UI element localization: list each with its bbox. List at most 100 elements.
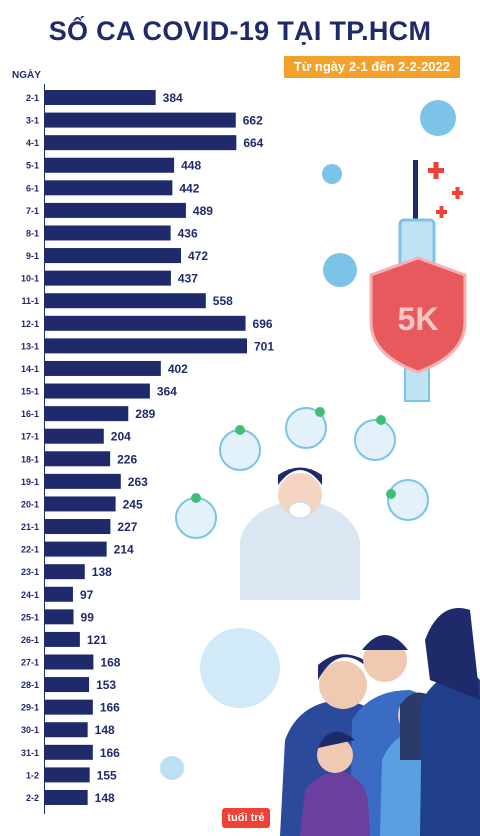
category-tick-label: 2-2 (26, 793, 39, 803)
bar (45, 338, 247, 354)
plus-icon (428, 162, 463, 218)
bar (45, 293, 206, 309)
bar (45, 315, 246, 331)
bar-value-label: 214 (114, 543, 134, 557)
bar (45, 383, 150, 399)
bar (45, 270, 171, 286)
bar (45, 112, 236, 128)
svg-text:5K: 5K (398, 301, 439, 337)
category-tick-label: 2-1 (26, 93, 39, 103)
category-tick-label: 29-1 (21, 703, 39, 713)
bar-value-label: 364 (157, 385, 177, 399)
category-tick-label: 10-1 (21, 274, 39, 284)
bar-value-label: 148 (95, 723, 115, 737)
bar (45, 519, 111, 535)
page-title: SỐ CA COVID-19 TẠI TP.HCM (48, 16, 432, 46)
bar (45, 722, 88, 738)
bar-value-label: 384 (163, 91, 183, 105)
category-tick-label: 15-1 (21, 387, 39, 397)
bar-value-label: 402 (168, 362, 188, 376)
category-tick-label: 6-1 (26, 183, 39, 193)
bar-value-label: 448 (181, 159, 201, 173)
check-icon (191, 407, 396, 503)
category-tick-label: 26-1 (21, 635, 39, 645)
bar-value-label: 263 (128, 475, 148, 489)
category-tick-label: 9-1 (26, 251, 39, 261)
bar-value-label: 437 (178, 272, 198, 286)
bar-value-label: 99 (81, 610, 95, 624)
category-tick-label: 20-1 (21, 499, 39, 509)
bar (45, 541, 107, 557)
category-tick-label: 24-1 (21, 590, 39, 600)
shield-5k-icon: 5K (369, 256, 467, 374)
bar (45, 202, 186, 218)
bar-value-label: 138 (92, 565, 112, 579)
doctor-figure (240, 467, 360, 600)
bar (45, 360, 161, 376)
bar-value-label: 664 (243, 136, 263, 150)
bar-value-label: 696 (253, 317, 273, 331)
category-tick-label: 30-1 (21, 725, 39, 735)
bar-value-label: 121 (87, 633, 107, 647)
bar (45, 699, 93, 715)
bar-value-label: 204 (111, 430, 131, 444)
category-tick-label: 21-1 (21, 522, 39, 532)
bar-value-label: 701 (254, 339, 274, 353)
bar (45, 789, 88, 805)
category-tick-label: 16-1 (21, 409, 39, 419)
category-tick-label: 5-1 (26, 161, 39, 171)
bar (45, 496, 116, 512)
bar (45, 586, 73, 602)
bar (45, 428, 104, 444)
category-tick-label: 22-1 (21, 545, 39, 555)
bar-value-label: 472 (188, 249, 208, 263)
category-tick-label: 18-1 (21, 454, 39, 464)
category-tick-label: 7-1 (26, 206, 39, 216)
bar-value-label: 153 (96, 678, 116, 692)
bar (45, 473, 121, 489)
y-axis-label: NGÀY (12, 70, 41, 81)
bar (45, 225, 171, 241)
bar-value-label: 442 (179, 181, 199, 195)
bar (45, 631, 80, 647)
bar-value-label: 662 (243, 114, 263, 128)
bar (45, 180, 173, 196)
bar-value-label: 289 (135, 407, 155, 421)
bar-value-label: 226 (117, 452, 137, 466)
bar-value-label: 97 (80, 588, 94, 602)
virus-icon (160, 100, 456, 780)
category-tick-label: 17-1 (21, 432, 39, 442)
bar-value-label: 166 (100, 746, 120, 760)
bar-value-label: 436 (178, 226, 198, 240)
bar-value-label: 227 (117, 520, 137, 534)
bar (45, 609, 74, 625)
bar (45, 90, 156, 105)
bar-value-label: 168 (100, 656, 120, 670)
bar (45, 767, 90, 783)
bar (45, 157, 175, 173)
category-tick-label: 8-1 (26, 228, 39, 238)
category-tick-label: 12-1 (21, 319, 39, 329)
category-tick-label: 25-1 (21, 612, 39, 622)
prevention-icons (175, 407, 429, 539)
category-tick-label: 1-2 (26, 770, 39, 780)
bar-value-label: 489 (193, 204, 213, 218)
category-tick-label: 14-1 (21, 364, 39, 374)
tuoi-tre-logo: tuổi trẻ (222, 808, 270, 828)
bar (45, 451, 111, 467)
bar-value-label: 166 (100, 701, 120, 715)
bar-value-label: 558 (213, 294, 233, 308)
category-tick-label: 19-1 (21, 477, 39, 487)
bar (45, 654, 94, 670)
bar (45, 135, 237, 151)
crowd-figures (280, 608, 480, 836)
category-tick-label: 28-1 (21, 680, 39, 690)
bar (45, 248, 182, 264)
date-range-badge: Từ ngày 2-1 đến 2-2-2022 (283, 56, 460, 78)
bar (45, 564, 85, 580)
bar-value-label: 155 (97, 768, 117, 782)
bar-value-label: 245 (123, 497, 143, 511)
category-tick-label: 4-1 (26, 138, 39, 148)
